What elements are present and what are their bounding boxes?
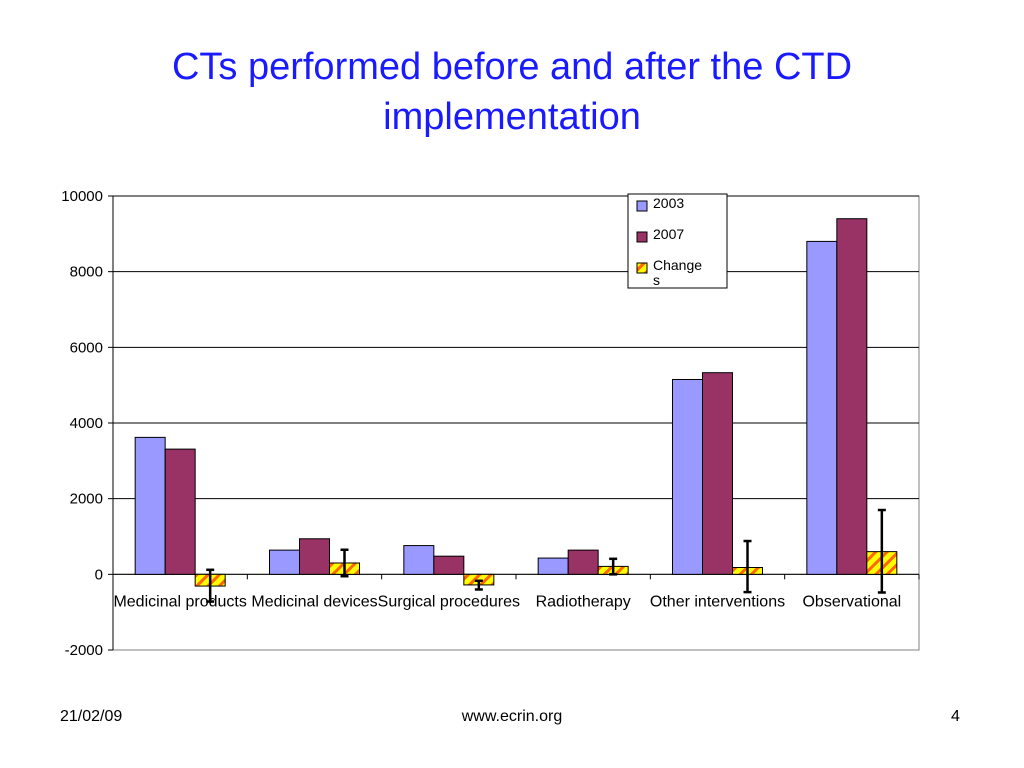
y-tick-label: 4000 — [70, 415, 103, 432]
x-tick-label: Surgical procedures — [378, 593, 520, 610]
y-tick-label: 8000 — [70, 264, 103, 281]
bar-2007-3 — [433, 555, 465, 575]
slide-title-line2: implementation — [383, 96, 641, 138]
bar-2007-1 — [164, 448, 196, 575]
y-tick-label: 0 — [95, 566, 103, 583]
bar-2007-4 — [567, 549, 599, 575]
footer-date: 21/02/09 — [60, 708, 123, 725]
bar-2003-5 — [672, 378, 703, 575]
bar-2003-6 — [806, 240, 838, 575]
slide-title-line1: CTs performed before and after the CTD — [171, 46, 853, 88]
legend-label: 2007 — [653, 226, 684, 242]
legend-label: Change — [653, 257, 702, 273]
slide-title: CTs performed before and after the CTD i… — [0, 42, 1024, 142]
legend-swatch — [636, 200, 648, 212]
x-tick-label: Medicinal products — [113, 593, 246, 610]
bar-2007-5 — [702, 372, 733, 575]
bar-2007-6 — [836, 218, 868, 575]
legend-label: s — [653, 272, 660, 288]
bar-2007-2 — [299, 538, 330, 575]
x-tick-label: Radiotherapy — [536, 593, 631, 610]
y-tick-label: 10000 — [61, 188, 103, 205]
y-tick-label: 6000 — [70, 339, 103, 356]
bar-2003-3 — [403, 545, 435, 575]
bar-2003-1 — [134, 436, 166, 575]
x-tick-label: Other interventions — [650, 593, 785, 610]
y-tick-label: -2000 — [65, 642, 103, 659]
bar-2003-2 — [269, 549, 300, 575]
y-tick-label: 2000 — [70, 491, 103, 508]
x-tick-label: Observational — [802, 593, 901, 610]
x-tick-label: Medicinal devices — [251, 593, 377, 610]
bar-2003-4 — [537, 557, 569, 575]
legend-label: 2003 — [653, 195, 684, 211]
chart-layer: 10000 8000 6000 4000 2000 0 -2000 Medicinal pro… — [61, 188, 920, 659]
bar-chart: 10000 8000 6000 4000 2000 0 -2000 Medicinal pro… — [61, 188, 920, 659]
footer-url: www.ecrin.org — [461, 708, 563, 725]
footer-page-number: 4 — [951, 708, 960, 725]
legend-swatch — [636, 231, 648, 243]
legend-swatch — [636, 262, 648, 274]
